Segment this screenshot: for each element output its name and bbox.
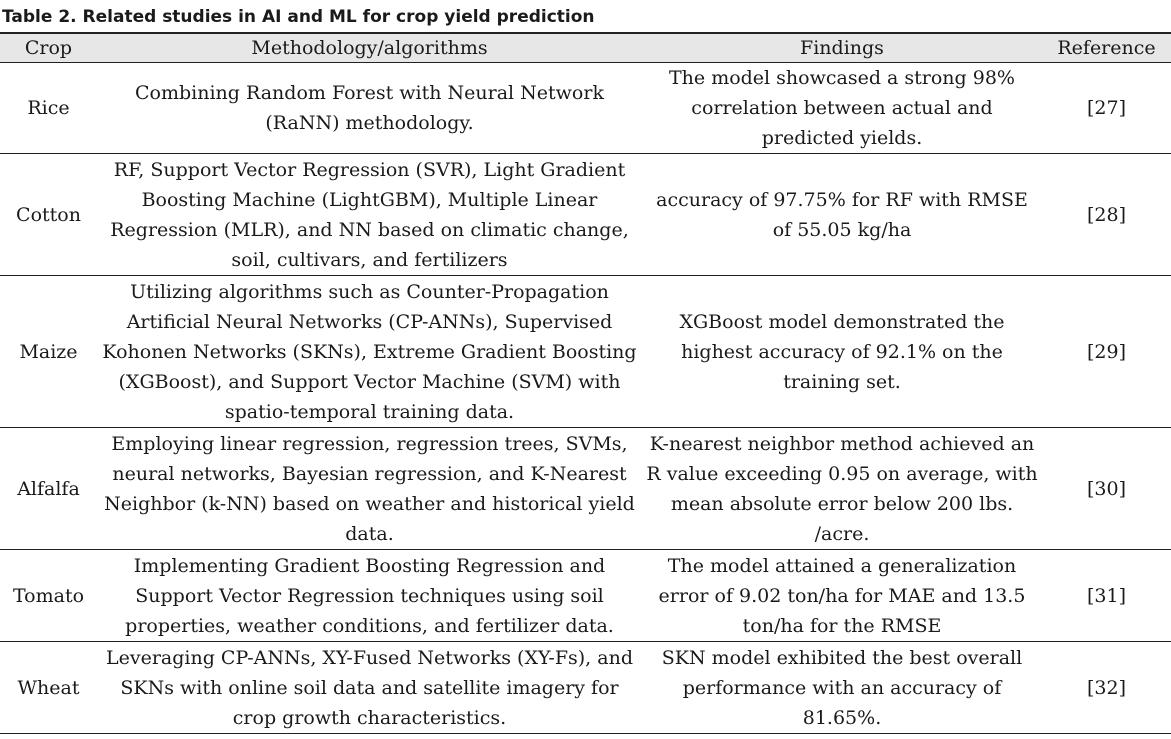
- table-row: Maize Utilizing algorithms such as Count…: [0, 275, 1171, 428]
- table-body: Rice Combining Random Forest with Neural…: [0, 62, 1171, 734]
- column-header-methodology: Methodology/algorithms: [97, 32, 642, 63]
- reference-cell: [27]: [1042, 62, 1171, 154]
- findings-cell: SKN model exhibited the best overall per…: [642, 641, 1042, 734]
- crop-cell: Tomato: [0, 549, 97, 642]
- findings-cell: The model showcased a strong 98% correla…: [642, 62, 1042, 154]
- crop-cell: Alfalfa: [0, 427, 97, 550]
- crop-cell: Wheat: [0, 641, 97, 734]
- table-row: Rice Combining Random Forest with Neural…: [0, 62, 1171, 154]
- methodology-cell: Utilizing algorithms such as Counter-Pro…: [97, 275, 642, 428]
- reference-cell: [29]: [1042, 275, 1171, 428]
- reference-cell: [32]: [1042, 641, 1171, 734]
- findings-cell: accuracy of 97.75% for RF with RMSE of 5…: [642, 153, 1042, 276]
- reference-cell: [30]: [1042, 427, 1171, 550]
- reference-cell: [28]: [1042, 153, 1171, 276]
- column-header-reference: Reference: [1042, 32, 1171, 63]
- crop-yield-studies-table: Crop Methodology/algorithms Findings Ref…: [0, 32, 1171, 734]
- column-header-findings: Findings: [642, 32, 1042, 63]
- header-row: Crop Methodology/algorithms Findings Ref…: [0, 32, 1171, 63]
- findings-cell: K-nearest neighbor method achieved an R …: [642, 427, 1042, 550]
- crop-cell: Cotton: [0, 153, 97, 276]
- methodology-cell: RF, Support Vector Regression (SVR), Lig…: [97, 153, 642, 276]
- methodology-cell: Leveraging CP-ANNs, XY-Fused Networks (X…: [97, 641, 642, 734]
- table-row: Wheat Leveraging CP-ANNs, XY-Fused Netwo…: [0, 641, 1171, 734]
- table-row: Cotton RF, Support Vector Regression (SV…: [0, 153, 1171, 276]
- table-row: Tomato Implementing Gradient Boosting Re…: [0, 549, 1171, 642]
- column-header-crop: Crop: [0, 32, 97, 63]
- methodology-cell: Employing linear regression, regression …: [97, 427, 642, 550]
- methodology-cell: Combining Random Forest with Neural Netw…: [97, 62, 642, 154]
- crop-cell: Rice: [0, 62, 97, 154]
- reference-cell: [31]: [1042, 549, 1171, 642]
- findings-cell: XGBoost model demonstrated the highest a…: [642, 275, 1042, 428]
- table-caption: Table 2. Related studies in AI and ML fo…: [2, 7, 595, 27]
- table-header: Crop Methodology/algorithms Findings Ref…: [0, 32, 1171, 63]
- crop-cell: Maize: [0, 275, 97, 428]
- table-row: Alfalfa Employing linear regression, reg…: [0, 427, 1171, 550]
- findings-cell: The model attained a generalization erro…: [642, 549, 1042, 642]
- methodology-cell: Implementing Gradient Boosting Regressio…: [97, 549, 642, 642]
